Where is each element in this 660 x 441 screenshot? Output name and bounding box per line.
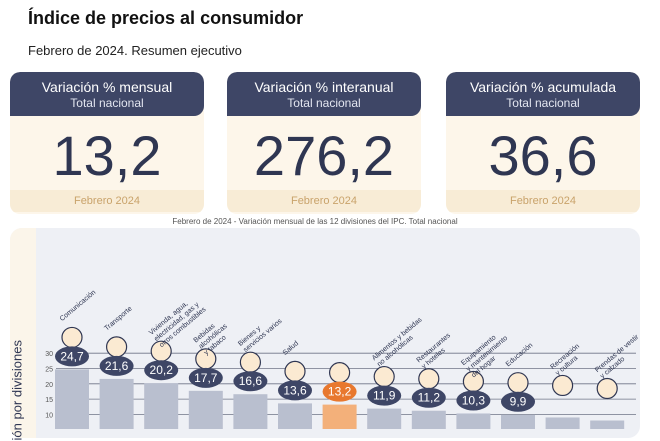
category-label: Salud: [282, 340, 300, 357]
category-label: Recreacióny cultura: [549, 343, 586, 377]
value-badge: [456, 390, 491, 411]
card-title: Variación % acumulada: [469, 79, 617, 95]
card-cumulative: Variación % acumulada Total nacional 36,…: [446, 72, 640, 214]
card-period: Febrero 2024: [446, 190, 640, 212]
bar: [188, 390, 223, 429]
category-label: Restaurantesy hoteles: [416, 332, 458, 371]
medical-cross-icon: [284, 360, 306, 382]
y-tick-label: 15: [45, 397, 53, 404]
bar: [99, 378, 134, 429]
basket-icon: [329, 362, 351, 384]
card-header: Variación % acumulada Total nacional: [446, 72, 640, 116]
bar: [367, 408, 402, 429]
bar: [233, 394, 268, 429]
data-label: 11,2: [418, 391, 441, 405]
data-label: 13,6: [283, 383, 307, 397]
data-label: 11,9: [373, 389, 396, 403]
page-subtitle: Febrero de 2024. Resumen ejecutivo: [28, 43, 242, 58]
scissors-icon: [239, 351, 261, 373]
category-label-line: Salud: [282, 340, 300, 357]
data-label: 20,2: [150, 363, 174, 377]
car-icon: [105, 336, 128, 358]
data-label: 9,9: [510, 395, 527, 409]
card-header: Variación % mensual Total nacional: [10, 72, 204, 116]
value-badge: [188, 367, 223, 388]
card-period: Febrero 2024: [227, 190, 421, 212]
phone-icon: [61, 326, 83, 349]
value-badge: [367, 385, 402, 406]
value-badge: [322, 381, 357, 402]
bar: [545, 417, 580, 429]
category-label-line: Transporte: [103, 305, 133, 332]
category-label: Transporte: [103, 305, 133, 332]
data-label: 13,2: [328, 385, 352, 399]
card-monthly: Variación % mensual Total nacional 13,2 …: [10, 72, 204, 214]
card-value: 13,2: [52, 124, 162, 187]
card-value: 276,2: [253, 124, 395, 187]
bar: [322, 404, 357, 429]
data-label: 17,7: [194, 371, 218, 385]
card-title: Variación % interanual: [254, 79, 394, 95]
clothing-icon: [596, 377, 618, 400]
y-tick-label: 10: [45, 412, 53, 419]
category-label: Equipamientoy mantenimientodel hogar: [460, 329, 514, 380]
value-badge: [55, 346, 89, 367]
bar-chart: 30 25 20 15 10 24,7 Comunicación 21,6 Transporte…: [45, 289, 646, 429]
y-tick-label: 30: [45, 351, 53, 358]
chart-title: Febrero de 2024 - Variación mensual de l…: [164, 215, 466, 228]
y-tick-label: 20: [45, 382, 53, 389]
data-label: 21,6: [105, 359, 129, 373]
card-subtitle: Total nacional: [70, 96, 144, 110]
value-badge: [278, 380, 312, 401]
category-label: Prendas de vestiry calzado: [594, 333, 646, 380]
value-badge: [99, 355, 134, 376]
card-subtitle: Total nacional: [506, 96, 580, 110]
value-badge: [411, 387, 446, 408]
category-label: Educación: [505, 342, 535, 368]
card-title: Variación % mensual: [41, 79, 173, 95]
category-label-line: Comunicación: [59, 289, 98, 323]
bar: [411, 410, 446, 429]
bar: [456, 413, 491, 429]
value-badge: [144, 360, 179, 381]
bar: [278, 403, 312, 429]
chart-caption: Febrero de 2024 - Variación mensual de l…: [0, 215, 630, 228]
bar: [590, 420, 625, 429]
dining-icon: [418, 368, 440, 390]
recreation-icon: [551, 374, 574, 397]
bar: [144, 383, 179, 429]
chart-side-strip: [10, 228, 36, 438]
category-label-line: Educación: [505, 342, 535, 368]
card-header: Variación % interanual Total nacional: [227, 72, 421, 116]
value-badge: [501, 391, 535, 412]
card-yearly: Variación % interanual Total nacional 27…: [227, 72, 421, 214]
bar: [55, 369, 89, 429]
page-title: Índice de precios al consumidor: [28, 8, 304, 28]
category-label: Bienes yservicios varios: [237, 311, 284, 354]
value-badge: [233, 371, 268, 392]
food-icon: [373, 365, 395, 388]
category-label: Bebidasalcohólicasy tabaco: [193, 316, 235, 356]
data-label: 10,3: [462, 393, 486, 407]
card-subtitle: Total nacional: [287, 96, 361, 110]
y-tick-label: 25: [45, 367, 53, 374]
data-label: 16,6: [239, 374, 263, 388]
book-icon: [507, 372, 529, 394]
bar: [501, 414, 535, 429]
card-value: 36,6: [488, 124, 598, 187]
data-label: 24,7: [60, 349, 84, 363]
category-label: Comunicación: [59, 289, 98, 323]
card-period: Febrero 2024: [10, 190, 204, 212]
category-label-line: Alimentos y bebidas: [371, 316, 424, 362]
